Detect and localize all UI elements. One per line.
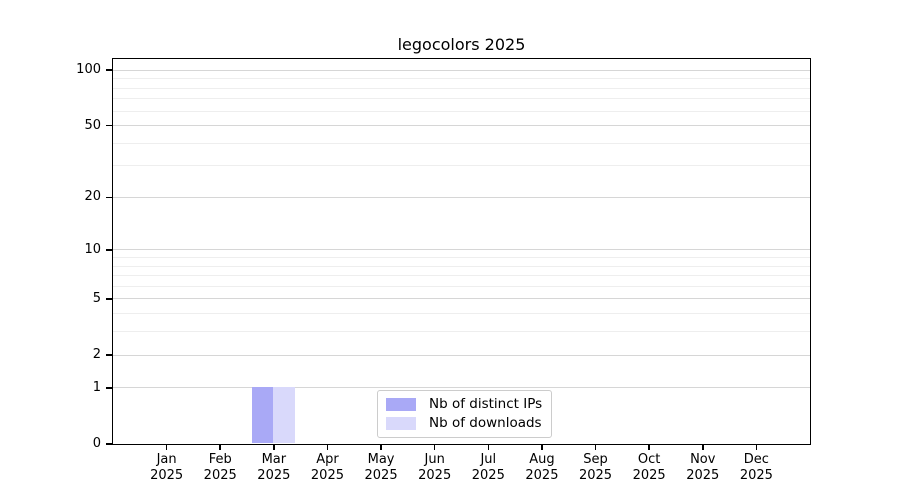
minor-gridline: [113, 98, 810, 100]
minor-gridline: [113, 110, 810, 112]
plot-area: [112, 58, 811, 445]
legend-swatch-downloads-icon: [386, 417, 416, 430]
y-tick-label: 10: [84, 241, 101, 257]
major-gridline: [113, 387, 810, 389]
minor-gridline: [113, 87, 810, 89]
x-tick-label: Oct 2025: [632, 452, 666, 483]
y-tick-mark: [106, 298, 112, 300]
major-gridline: [113, 69, 810, 71]
legend-label-distinct-ips: Nb of distinct IPs: [429, 396, 543, 412]
x-tick-label: Dec 2025: [739, 452, 773, 483]
x-tick-label: Jan 2025: [150, 452, 184, 483]
y-tick-label: 100: [76, 62, 101, 78]
x-tick-mark: [380, 444, 382, 450]
y-tick-mark: [106, 443, 112, 445]
x-tick-mark: [326, 444, 329, 450]
legend-item-downloads: Nb of downloads: [386, 416, 542, 431]
major-gridline: [113, 298, 810, 300]
x-tick-label: Mar 2025: [257, 452, 291, 483]
major-gridline: [113, 249, 810, 251]
x-tick-mark: [648, 444, 650, 450]
minor-gridline: [113, 313, 810, 315]
x-tick-mark: [433, 444, 436, 450]
x-tick-mark: [702, 444, 704, 450]
x-tick-label: Sep 2025: [578, 452, 613, 483]
y-tick-label: 1: [92, 379, 101, 395]
minor-gridline: [113, 275, 810, 277]
x-tick-mark: [273, 444, 275, 450]
x-tick-label: Apr 2025: [310, 452, 344, 483]
x-tick-label: Jun 2025: [418, 452, 452, 483]
legend-label-downloads: Nb of downloads: [429, 415, 542, 431]
legend: Nb of distinct IPs Nb of downloads: [377, 390, 553, 438]
chart-title: legocolors 2025: [397, 35, 526, 54]
bar-nb-of-distinct-ips: [251, 387, 274, 444]
x-tick-label: Nov 2025: [686, 452, 720, 483]
x-tick-label: May 2025: [364, 452, 398, 483]
y-tick-label: 0: [92, 436, 101, 451]
y-tick-label: 50: [84, 117, 101, 133]
x-tick-label: Feb 2025: [203, 452, 237, 483]
x-tick-mark: [755, 444, 758, 450]
x-tick-label: Jul 2025: [471, 452, 505, 483]
y-tick-mark: [106, 249, 112, 251]
major-gridline: [113, 196, 810, 198]
minor-gridline: [113, 142, 810, 144]
minor-gridline: [113, 265, 810, 267]
legend-swatch-distinct-ips-icon: [386, 398, 416, 411]
minor-gridline: [113, 257, 810, 258]
x-tick-mark: [487, 444, 490, 450]
y-tick-label: 20: [84, 189, 101, 205]
y-tick-mark: [106, 387, 112, 389]
y-tick-label: 5: [92, 290, 101, 306]
x-tick-mark: [165, 444, 168, 450]
x-tick-mark: [219, 444, 221, 450]
x-tick-label: Aug 2025: [525, 452, 559, 483]
minor-gridline: [113, 165, 810, 167]
y-tick-label: 2: [92, 347, 101, 363]
y-tick-mark: [106, 354, 112, 356]
major-gridline: [113, 125, 810, 127]
minor-gridline: [113, 285, 810, 287]
y-tick-mark: [106, 124, 112, 127]
minor-gridline: [113, 331, 810, 333]
major-gridline: [113, 354, 810, 356]
x-tick-mark: [541, 444, 543, 450]
bar-nb-of-downloads: [273, 387, 295, 444]
minor-gridline: [113, 78, 810, 80]
y-tick-mark: [106, 196, 112, 199]
y-tick-mark: [106, 69, 112, 71]
x-tick-mark: [594, 444, 597, 450]
legend-item-distinct-ips: Nb of distinct IPs: [386, 397, 542, 412]
